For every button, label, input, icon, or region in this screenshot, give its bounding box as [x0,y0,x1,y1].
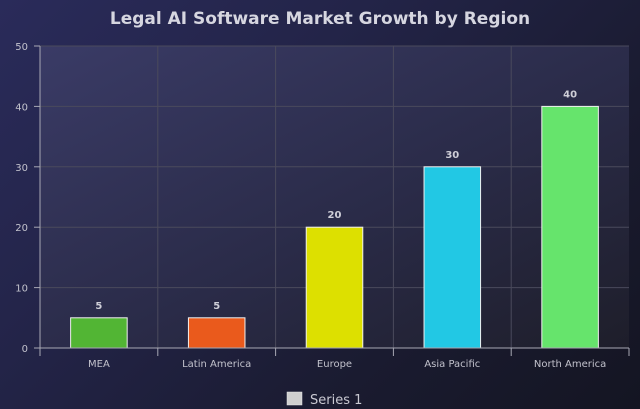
bar[interactable] [423,166,482,349]
x-tick-label: North America [534,359,606,370]
legend-swatch [286,391,303,406]
bar[interactable] [305,226,364,349]
x-tick-label: Asia Pacific [424,359,480,370]
bar[interactable] [541,105,599,349]
y-tick-label: 50 [15,42,28,53]
legend[interactable]: Series 1 [286,391,362,408]
bars: 5 5 20 30 40 [70,89,599,349]
y-tick-label: 30 [15,163,28,174]
bar[interactable] [70,317,128,349]
legend-label: Series 1 [310,393,362,408]
data-label: 5 [95,301,102,312]
bar[interactable] [187,317,246,349]
y-tick-label: 20 [15,223,28,234]
y-tick-label: 0 [22,344,28,355]
x-tick-label: Europe [317,359,352,370]
y-tick-label: 40 [15,102,28,113]
chart-title: Legal AI Software Market Growth by Regio… [110,9,530,29]
data-label: 20 [328,210,342,221]
axes: 0 10 20 30 40 50 MEA Latin America Europe Asia Pa… [15,42,630,370]
data-label: 5 [213,301,220,312]
x-tick-label: Latin America [182,359,251,370]
y-tick-label: 10 [15,284,28,295]
data-label: 30 [445,150,459,161]
data-label: 40 [563,89,577,100]
x-tick-label: MEA [88,359,110,370]
